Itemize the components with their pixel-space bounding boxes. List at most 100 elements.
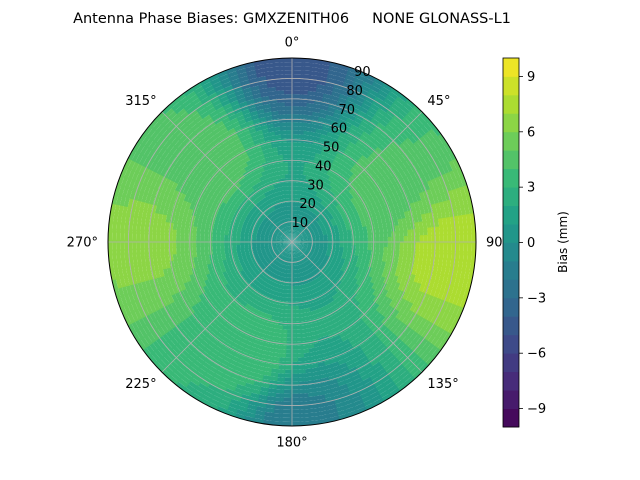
contour-cell [232, 244, 237, 249]
contour-cell [263, 272, 269, 278]
contour-cell [305, 155, 312, 161]
contour-cell [256, 282, 262, 288]
contour-cell [192, 246, 197, 253]
contour-cell [268, 94, 279, 100]
contour-cell [140, 240, 145, 250]
contour-cell [318, 112, 328, 119]
contour-cell [293, 245, 296, 250]
contour-cell [302, 233, 306, 237]
contour-cell [280, 130, 288, 135]
contour-cell [265, 249, 270, 253]
contour-cell [212, 245, 217, 251]
contour-cell [301, 232, 306, 236]
contour-cell [257, 272, 263, 278]
contour-cell [292, 90, 302, 95]
contour-cell [327, 190, 333, 196]
contour-cell [293, 253, 296, 258]
contour-cell [318, 249, 323, 253]
contour-cell [279, 126, 288, 131]
contour-cell [294, 297, 299, 302]
contour-cell [298, 234, 302, 238]
contour-cell [261, 128, 270, 134]
contour-cell [195, 265, 201, 273]
contour-cell [275, 270, 279, 275]
contour-cell [427, 234, 432, 244]
contour-cell [153, 292, 161, 303]
contour-cell [330, 268, 336, 274]
contour-cell [310, 218, 315, 223]
contour-cell [319, 263, 325, 268]
contour-cell [249, 281, 255, 287]
contour-cell [311, 375, 322, 381]
contour-cell [212, 232, 217, 239]
contour-cell [272, 246, 278, 250]
contour-cell [244, 276, 251, 283]
contour-cell [298, 251, 302, 256]
contour-cell [252, 243, 257, 247]
contour-cell [186, 212, 192, 221]
contour-cell [423, 181, 431, 192]
contour-cell [288, 234, 291, 239]
contour-cell [188, 273, 195, 281]
contour-cell [256, 239, 261, 242]
contour-cell [285, 231, 289, 236]
contour-cell [245, 201, 251, 207]
contour-cell [316, 361, 326, 368]
contour-cell [289, 245, 291, 250]
contour-cell [313, 278, 319, 284]
contour-cell [299, 244, 304, 247]
contour-cell [295, 243, 300, 247]
contour-cell [292, 114, 301, 119]
contour-cell [387, 231, 392, 238]
contour-cell [289, 218, 292, 223]
contour-cell [271, 110, 280, 116]
contour-cell [308, 131, 317, 137]
contour-cell [264, 206, 269, 211]
contour-cell [311, 115, 320, 121]
contour-cell [243, 274, 249, 280]
contour-cell [307, 244, 312, 247]
contour-cell [310, 261, 315, 267]
contour-cell [292, 106, 301, 111]
contour-cell [289, 222, 292, 227]
contour-cell [285, 114, 294, 119]
contour-cell [258, 278, 264, 285]
contour-cell [265, 355, 274, 361]
contour-cell [284, 237, 289, 241]
contour-cell [297, 134, 305, 139]
contour-cell [290, 373, 300, 378]
contour-cell [289, 234, 292, 239]
contour-cell [226, 109, 237, 118]
contour-cell [293, 234, 296, 239]
contour-cell [295, 248, 298, 253]
contour-cell [287, 257, 290, 262]
contour-cell [293, 245, 296, 250]
contour-cell [289, 230, 291, 235]
contour-cell [290, 353, 299, 358]
contour-cell [261, 265, 267, 271]
contour-cell [326, 283, 333, 290]
contour-cell [326, 110, 336, 117]
contour-cell [216, 245, 221, 250]
contour-cell [293, 230, 296, 235]
contour-cell [156, 254, 162, 264]
contour-cell [297, 297, 302, 302]
contour-cell [256, 277, 262, 283]
contour-cell [172, 285, 179, 295]
contour-cell [319, 238, 324, 241]
contour-cell [303, 237, 308, 240]
contour-cell [314, 248, 320, 251]
contour-cell [303, 243, 308, 245]
contour-cell [276, 166, 282, 172]
contour-cell [255, 223, 261, 228]
contour-cell [317, 266, 322, 271]
contour-cell [308, 258, 313, 263]
contour-cell [307, 264, 311, 270]
contour-cell [297, 130, 305, 135]
contour-cell [254, 275, 260, 281]
contour-cell [282, 228, 286, 233]
contour-cell [295, 242, 300, 244]
contour-cell [407, 235, 412, 244]
contour-cell [284, 194, 288, 199]
contour-cell [280, 239, 285, 242]
